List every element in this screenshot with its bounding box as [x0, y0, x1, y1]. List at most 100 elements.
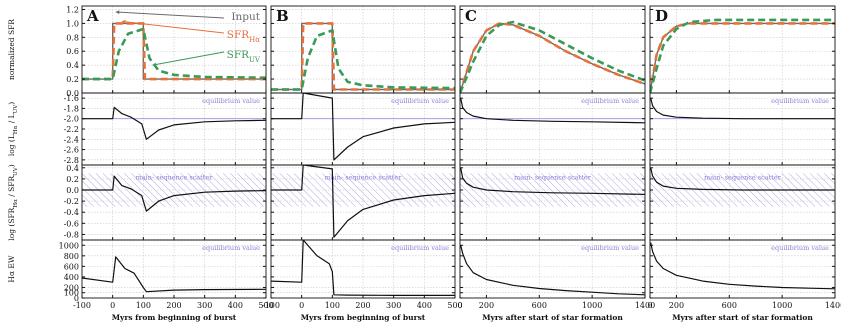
y-tick-label: -1.6 — [64, 94, 79, 103]
y-tick-label: -2.2 — [64, 125, 79, 134]
y-tick-label: -1.8 — [64, 104, 79, 113]
x-tick-label: 100 — [136, 301, 151, 310]
equilibrium-label: equilibrium value — [202, 97, 260, 105]
y-axis-label-row-4: Hα EW — [7, 255, 16, 282]
y-tick-label: 0.0 — [66, 89, 79, 98]
y-tick-label: 0.6 — [66, 47, 79, 56]
series-ratio — [82, 106, 266, 140]
series-ew — [82, 256, 266, 293]
panel-b-row-2: equilibrium value — [270, 92, 456, 166]
panel-d: equilibrium value main- sequence scatter e… — [647, 5, 841, 322]
x-axis-label: Myrs from beginning of burst — [301, 313, 426, 322]
y-tick-label: -0.4 — [64, 208, 79, 217]
y-tick-label: 0.4 — [66, 164, 79, 173]
y-tick-label: 600 — [64, 262, 79, 271]
series-uv — [650, 18, 835, 93]
equilibrium-label: equilibrium value — [391, 244, 449, 252]
series-ratio — [650, 97, 835, 120]
legend-label: SFR — [227, 49, 250, 61]
series-halpha — [460, 22, 645, 93]
y-axis-label-row-2: log (LHα / LUV) — [7, 102, 19, 156]
panel-b: equilibrium value main- sequence scatter e… — [262, 5, 463, 322]
series-ratio — [460, 167, 645, 195]
x-tick-label: 200 — [355, 301, 370, 310]
panel-letter-c: C — [465, 7, 477, 25]
x-tick-label: 100 — [325, 301, 340, 310]
x-tick-label: 0 — [457, 301, 462, 310]
y-tick-label: -0.2 — [64, 197, 79, 206]
equilibrium-label: equilibrium value — [771, 244, 829, 252]
panel-d-row-3: main- sequence scatter — [649, 164, 836, 241]
y-tick-label: 1000 — [59, 241, 79, 250]
x-axis-label: Myrs after start of star formation — [482, 313, 623, 322]
y-axis-label-row-1: normalized SFR — [7, 19, 16, 80]
x-tick-label: 500 — [258, 301, 273, 310]
x-tick-label: 400 — [417, 301, 432, 310]
scatter-label: main- sequence scatter — [514, 173, 592, 181]
panel-c-row-4: equilibrium value — [459, 239, 646, 299]
series-ratio — [271, 165, 455, 238]
x-tick-label: -100 — [73, 301, 91, 310]
equilibrium-label: equilibrium value — [581, 97, 639, 105]
y-tick-label: 0 — [74, 294, 79, 303]
x-tick-label: 0 — [110, 301, 115, 310]
x-tick-label: 1400 — [825, 301, 841, 310]
series-input — [460, 22, 645, 93]
equilibrium-label: equilibrium value — [202, 244, 260, 252]
y-axis-label-part: UV — [13, 166, 19, 176]
panel-a: 0.0 0.2 0.4 0.6 0.8 1.0 1.2 equilibrium value -1… — [59, 5, 274, 322]
x-tick-label: 1000 — [582, 301, 602, 310]
panel-a-row-3: main- sequence scatter 0.4 0.2 0.0 -0.2 -0.4 -… — [64, 164, 267, 241]
scatter-label: main- sequence scatter — [325, 173, 403, 181]
x-tick-label: 500 — [447, 301, 462, 310]
y-tick-label: 0.0 — [66, 186, 79, 195]
y-tick-label: -2.0 — [64, 115, 79, 124]
panel-b-row-4: equilibrium value — [270, 239, 456, 299]
legend-label: Input — [231, 11, 260, 23]
scatter-label: main- sequence scatter — [704, 173, 782, 181]
x-tick-label: 1400 — [635, 301, 655, 310]
y-axis-label-part: ) — [7, 102, 16, 105]
panel-d-row-4: equilibrium value — [649, 239, 836, 299]
panel-c-row-1 — [459, 5, 646, 94]
y-tick-label: 0.4 — [66, 61, 79, 70]
y-axis-label-part: Hα — [13, 199, 19, 208]
scatter-label: main- sequence scatter — [136, 173, 214, 181]
panel-d-row-1 — [649, 5, 836, 94]
panel-b-row-1 — [270, 5, 456, 94]
x-tick-label: 0 — [299, 301, 304, 310]
y-tick-label: -0.6 — [64, 219, 79, 228]
series-uv — [271, 29, 455, 91]
legend-arrowhead — [152, 62, 157, 67]
series-ratio — [82, 175, 266, 212]
y-tick-label: -2.4 — [64, 135, 79, 144]
y-tick-label: 0.2 — [66, 75, 79, 84]
panel-c: equilibrium value main- sequence scatter e… — [457, 5, 655, 322]
y-tick-label: 0.8 — [66, 33, 79, 42]
y-tick-label: -2.8 — [64, 156, 79, 165]
panel-b-row-3: main- sequence scatter — [270, 164, 456, 241]
series-ratio — [650, 167, 835, 191]
legend-arrow — [152, 51, 225, 66]
panel-letter-b: B — [276, 7, 289, 25]
legend-sub: Hα — [249, 36, 260, 44]
x-axis-label: Myrs from beginning of burst — [112, 313, 237, 322]
series-halpha — [650, 22, 835, 93]
equilibrium-label: equilibrium value — [771, 97, 829, 105]
y-tick-label: 100 — [64, 289, 79, 298]
axes-frame — [459, 239, 646, 299]
legend-label: SFR — [227, 29, 250, 41]
y-axis-label-part: / SFR — [7, 176, 16, 200]
y-axis-label-part: log (SFR — [7, 207, 16, 240]
y-axis-label-part: UV — [13, 104, 19, 114]
y-axis-label-part: / L — [7, 113, 16, 125]
y-axis-label-part: log (L — [7, 134, 16, 156]
axes-frame — [649, 239, 836, 299]
series-ew — [271, 240, 455, 296]
y-tick-label: 200 — [64, 283, 79, 292]
panel-c-row-2: equilibrium value — [459, 92, 646, 166]
legend-arrow — [115, 11, 225, 19]
y-tick-label: 800 — [64, 252, 79, 261]
